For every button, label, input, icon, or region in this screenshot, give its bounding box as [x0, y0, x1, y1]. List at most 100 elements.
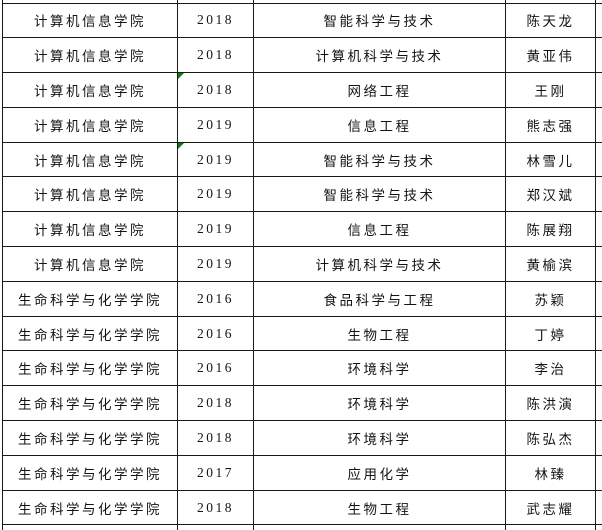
cell-name[interactable]: 陈天龙	[505, 2, 596, 39]
cell-empty[interactable]	[595, 280, 602, 317]
cell-empty[interactable]	[595, 350, 602, 387]
cell-name[interactable]: 黄亚伟	[505, 37, 596, 74]
cell-name[interactable]: 王刚	[505, 72, 596, 108]
cell-empty[interactable]	[595, 454, 602, 491]
cell-college[interactable]: 计算机信息学院	[2, 37, 178, 74]
cell-empty[interactable]	[505, 524, 596, 530]
cell-college[interactable]: 计算机信息学院	[2, 106, 178, 143]
cell-major[interactable]: 应用化学	[253, 454, 506, 491]
cell-major[interactable]: 信息工程	[253, 106, 506, 143]
cell-year[interactable]: 2019	[177, 141, 254, 178]
cell-major[interactable]: 环境科学	[253, 385, 506, 422]
cell-college[interactable]: 计算机信息学院	[2, 246, 178, 282]
table-row: 生命科学与化学学院 2016 环境科学 李治	[2, 350, 602, 387]
cell-college[interactable]: 计算机信息学院	[2, 72, 178, 108]
cell-name[interactable]: 苏颖	[505, 280, 596, 317]
cell-college[interactable]: 计算机信息学院	[2, 2, 178, 39]
cell-major[interactable]: 智能科学与技术	[253, 176, 506, 213]
cell-empty[interactable]	[595, 176, 602, 213]
cell-empty[interactable]	[595, 141, 602, 178]
cell-year[interactable]: 2017	[177, 454, 254, 491]
cell-text: 环境科学	[347, 362, 412, 378]
cell-text: 生命科学与化学学院	[18, 397, 162, 413]
cell-year[interactable]: 2016	[177, 280, 254, 317]
cell-empty[interactable]	[2, 524, 178, 530]
cell-empty[interactable]	[253, 524, 506, 530]
cell-empty[interactable]	[595, 385, 602, 422]
cell-college[interactable]: 计算机信息学院	[2, 176, 178, 213]
cell-year[interactable]: 2019	[177, 211, 254, 248]
table-row: 生命科学与化学学院 2018 环境科学 陈洪演	[2, 385, 602, 422]
cell-text: 陈洪演	[526, 397, 575, 413]
cell-text: 2018	[197, 47, 234, 63]
cell-name[interactable]: 陈弘杰	[505, 420, 596, 456]
cell-empty[interactable]	[595, 211, 602, 248]
cell-name[interactable]: 熊志强	[505, 106, 596, 143]
cell-empty[interactable]	[595, 2, 602, 39]
cell-major[interactable]: 生物工程	[253, 489, 506, 526]
cell-college[interactable]: 计算机信息学院	[2, 211, 178, 248]
cell-year[interactable]: 2019	[177, 246, 254, 282]
cell-college[interactable]: 生命科学与化学学院	[2, 385, 178, 422]
cell-name[interactable]: 丁婷	[505, 315, 596, 352]
cell-empty[interactable]	[177, 524, 254, 530]
cell-text: 2019	[197, 221, 234, 237]
cell-major[interactable]: 计算机科学与技术	[253, 37, 506, 74]
cell-major[interactable]: 智能科学与技术	[253, 141, 506, 178]
cell-year[interactable]: 2016	[177, 350, 254, 387]
cell-name[interactable]: 郑汉斌	[505, 176, 596, 213]
cell-empty[interactable]	[595, 246, 602, 282]
cell-year[interactable]: 2018	[177, 2, 254, 39]
cell-empty[interactable]	[595, 106, 602, 143]
cell-major[interactable]: 食品科学与工程	[253, 280, 506, 317]
cell-major[interactable]: 环境科学	[253, 350, 506, 387]
cell-text: 智能科学与技术	[323, 188, 436, 204]
cell-name[interactable]: 林雪儿	[505, 141, 596, 178]
cell-text: 丁婷	[534, 327, 567, 343]
cell-name[interactable]: 黄榆滨	[505, 246, 596, 282]
cell-text: 生命科学与化学学院	[18, 327, 162, 343]
cell-empty[interactable]	[595, 315, 602, 352]
cell-major[interactable]: 计算机科学与技术	[253, 246, 506, 282]
cell-year[interactable]: 2018	[177, 489, 254, 526]
cell-major[interactable]: 网络工程	[253, 72, 506, 108]
cell-text: 生命科学与化学学院	[18, 501, 162, 517]
cell-major[interactable]: 环境科学	[253, 420, 506, 456]
cell-text: 计算机信息学院	[34, 83, 146, 99]
cell-year[interactable]: 2016	[177, 315, 254, 352]
cell-year[interactable]: 2019	[177, 176, 254, 213]
cell-major[interactable]: 智能科学与技术	[253, 2, 506, 39]
cell-major[interactable]: 信息工程	[253, 211, 506, 248]
cell-year[interactable]: 2018	[177, 37, 254, 74]
cell-college[interactable]: 生命科学与化学学院	[2, 280, 178, 317]
cell-name[interactable]: 武志耀	[505, 489, 596, 526]
cell-name[interactable]: 林臻	[505, 454, 596, 491]
cell-text: 苏颖	[534, 292, 567, 308]
cell-year[interactable]: 2019	[177, 106, 254, 143]
cell-year[interactable]: 2018	[177, 385, 254, 422]
cell-year[interactable]: 2018	[177, 420, 254, 456]
cell-text: 2018	[197, 12, 234, 28]
cell-name[interactable]: 陈展翔	[505, 211, 596, 248]
cell-text: 武志耀	[526, 501, 575, 517]
table-row: 计算机信息学院 2019 智能科学与技术 林雪儿	[2, 141, 602, 178]
cell-empty[interactable]	[595, 524, 602, 530]
cell-college[interactable]: 生命科学与化学学院	[2, 315, 178, 352]
cell-college[interactable]: 生命科学与化学学院	[2, 489, 178, 526]
cell-college[interactable]: 生命科学与化学学院	[2, 454, 178, 491]
cell-empty[interactable]	[595, 420, 602, 456]
cell-empty[interactable]	[595, 37, 602, 74]
cell-college[interactable]: 生命科学与化学学院	[2, 420, 178, 456]
cell-college[interactable]: 计算机信息学院	[2, 141, 178, 178]
cell-name[interactable]: 陈洪演	[505, 385, 596, 422]
cell-major[interactable]: 生物工程	[253, 315, 506, 352]
cell-college[interactable]: 生命科学与化学学院	[2, 350, 178, 387]
cell-text: 计算机信息学院	[34, 223, 146, 239]
cell-name[interactable]: 李治	[505, 350, 596, 387]
cell-year[interactable]: 2018	[177, 72, 254, 108]
cell-text: 计算机信息学院	[34, 118, 146, 134]
cell-empty[interactable]	[595, 72, 602, 108]
cell-empty[interactable]	[595, 489, 602, 526]
cell-text: 环境科学	[347, 397, 412, 413]
cell-text: 食品科学与工程	[323, 292, 436, 308]
